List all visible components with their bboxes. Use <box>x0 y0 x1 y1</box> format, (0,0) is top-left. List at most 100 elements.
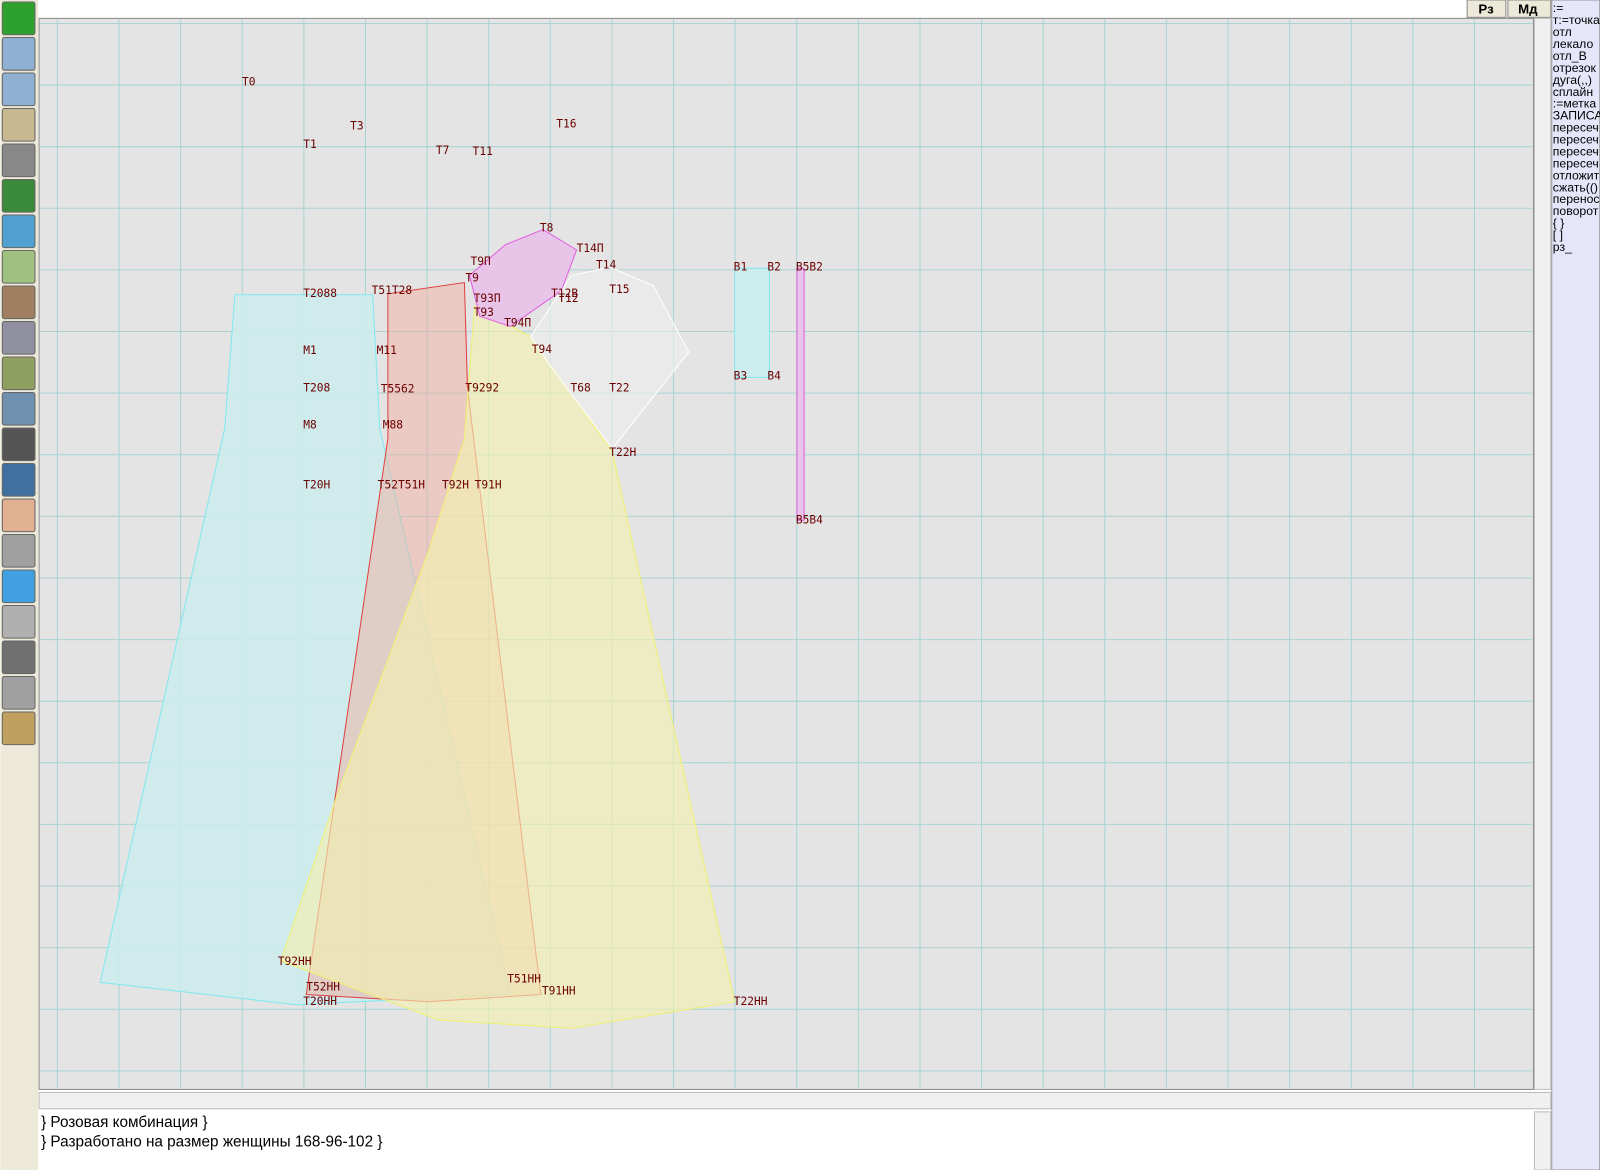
side-item[interactable]: отрезок <box>1553 61 1597 75</box>
button-md[interactable] <box>1507 0 1552 18</box>
piece-pink <box>468 228 578 327</box>
comment-line: } Разработано на размер женщины 168-96-1… <box>41 1134 382 1151</box>
side-item[interactable]: рз_ <box>1553 240 1572 254</box>
point-label: В1 <box>734 260 748 273</box>
point-label: Т92НН <box>278 955 312 968</box>
point-label: Т0 <box>242 76 256 89</box>
point-label: Т51НН <box>507 972 541 985</box>
point-label: Т9292 <box>465 382 499 395</box>
side-item[interactable]: пересеч <box>1553 144 1599 158</box>
point-label: Т1 <box>303 138 317 151</box>
point-label: Т8 <box>540 222 554 235</box>
tool-button[interactable] <box>1 675 36 710</box>
side-list: :=т:=точкаотллекалоотл_Вотрезокдуга(,,)с… <box>1553 1 1600 254</box>
side-item[interactable]: сплайн <box>1553 85 1593 99</box>
point-label: Т93 <box>474 306 494 319</box>
point-label: Т20НН <box>303 995 337 1008</box>
point-label: В4 <box>767 369 781 382</box>
point-label: Т15 <box>609 283 629 296</box>
point-label: Т91НН <box>542 985 576 998</box>
tool-button[interactable] <box>1 250 36 284</box>
tool-button[interactable] <box>1 37 36 71</box>
piece-strap <box>796 267 805 521</box>
side-item[interactable]: пересеч <box>1553 133 1599 147</box>
tool-button[interactable] <box>1 214 36 249</box>
piece-white <box>530 266 690 450</box>
side-item[interactable]: пересеч <box>1553 156 1599 170</box>
point-label: В5В2 <box>796 260 823 273</box>
side-item[interactable]: { } <box>1553 216 1565 230</box>
point-label: М11 <box>377 344 397 357</box>
point-label: М1 <box>303 344 317 357</box>
side-item[interactable]: сжать(() <box>1553 180 1598 194</box>
point-label: Т51Т28 <box>372 284 413 297</box>
tool-button[interactable] <box>1 463 36 497</box>
point-label: Т91Н <box>475 479 502 492</box>
tool-button[interactable] <box>1 392 36 426</box>
tool-button[interactable] <box>1 356 36 391</box>
tool-button[interactable] <box>1 321 36 355</box>
point-label: Т3 <box>350 120 364 133</box>
piece-yellow <box>280 305 736 1029</box>
point-label: Т94 <box>532 343 553 356</box>
point-label: Т12В <box>551 287 578 300</box>
point-label: Т11 <box>473 145 493 158</box>
point-label: В3 <box>734 369 748 382</box>
tool-button[interactable] <box>1 498 36 533</box>
side-item[interactable]: поворот <box>1553 204 1599 218</box>
point-label: Т9П <box>471 255 491 268</box>
tool-button[interactable] <box>1 640 36 675</box>
point-label: Т20Н <box>303 479 330 492</box>
side-item[interactable]: дуга(,,) <box>1553 73 1592 87</box>
side-item[interactable]: перенос <box>1553 192 1600 206</box>
side-item[interactable]: :=метка <box>1553 97 1597 111</box>
point-label: Т14 <box>596 258 617 271</box>
point-label: Т14П <box>577 242 604 255</box>
tool-button[interactable] <box>1 569 36 604</box>
tool-button[interactable] <box>1 143 36 178</box>
tool-button[interactable] <box>1 1 36 36</box>
tool-button[interactable] <box>1 108 36 142</box>
button-label[interactable]: Рз <box>1478 1 1494 16</box>
tool-button[interactable] <box>1 179 36 213</box>
tool-button[interactable] <box>1 427 36 462</box>
comment-line: } Розовая комбинация } <box>41 1114 207 1131</box>
side-item[interactable]: ЗАПИСА <box>1553 109 1600 123</box>
point-label: Т208 <box>303 382 330 395</box>
point-label: Т52Т51Н <box>378 479 425 492</box>
piece-b <box>734 267 770 378</box>
point-label: В2 <box>767 260 781 273</box>
text-scrollbar[interactable] <box>1533 1111 1552 1171</box>
tool-button[interactable] <box>1 604 36 639</box>
button-label[interactable]: Мд <box>1518 1 1538 16</box>
point-label: В5В4 <box>796 513 823 526</box>
tool-button[interactable] <box>1 72 36 107</box>
side-item[interactable]: отл <box>1553 25 1572 39</box>
button-rz[interactable] <box>1466 0 1507 18</box>
side-item[interactable]: лекало <box>1553 37 1594 51</box>
tool-buttons <box>1 1 36 746</box>
side-item[interactable]: := <box>1553 1 1564 15</box>
point-label: Т7 <box>436 144 450 157</box>
point-label: Т9 <box>465 272 479 285</box>
point-label: Т2088 <box>303 287 337 300</box>
tool-button[interactable] <box>1 285 36 320</box>
side-item[interactable]: пересеч <box>1553 121 1599 135</box>
tool-button[interactable] <box>1 711 36 746</box>
tool-button[interactable] <box>1 533 36 568</box>
point-label: Т12 <box>558 292 578 305</box>
point-label: М8 <box>303 418 317 431</box>
side-item[interactable]: отложит <box>1553 168 1600 182</box>
side-item[interactable]: т:=точка <box>1553 13 1600 27</box>
point-label: Т52НН <box>306 980 340 993</box>
v-scrollbar[interactable] <box>1533 17 1552 1090</box>
side-item[interactable]: отл_В <box>1553 49 1587 63</box>
side-item[interactable]: [ ] <box>1553 228 1563 242</box>
point-label: Т68 <box>570 382 591 395</box>
point-label: Т94П <box>504 316 531 329</box>
point-label: Т22Н <box>609 446 636 459</box>
point-label: Т93П <box>474 292 501 305</box>
point-label: Т22НН <box>734 995 768 1008</box>
h-scrollbar[interactable] <box>38 1091 1552 1110</box>
